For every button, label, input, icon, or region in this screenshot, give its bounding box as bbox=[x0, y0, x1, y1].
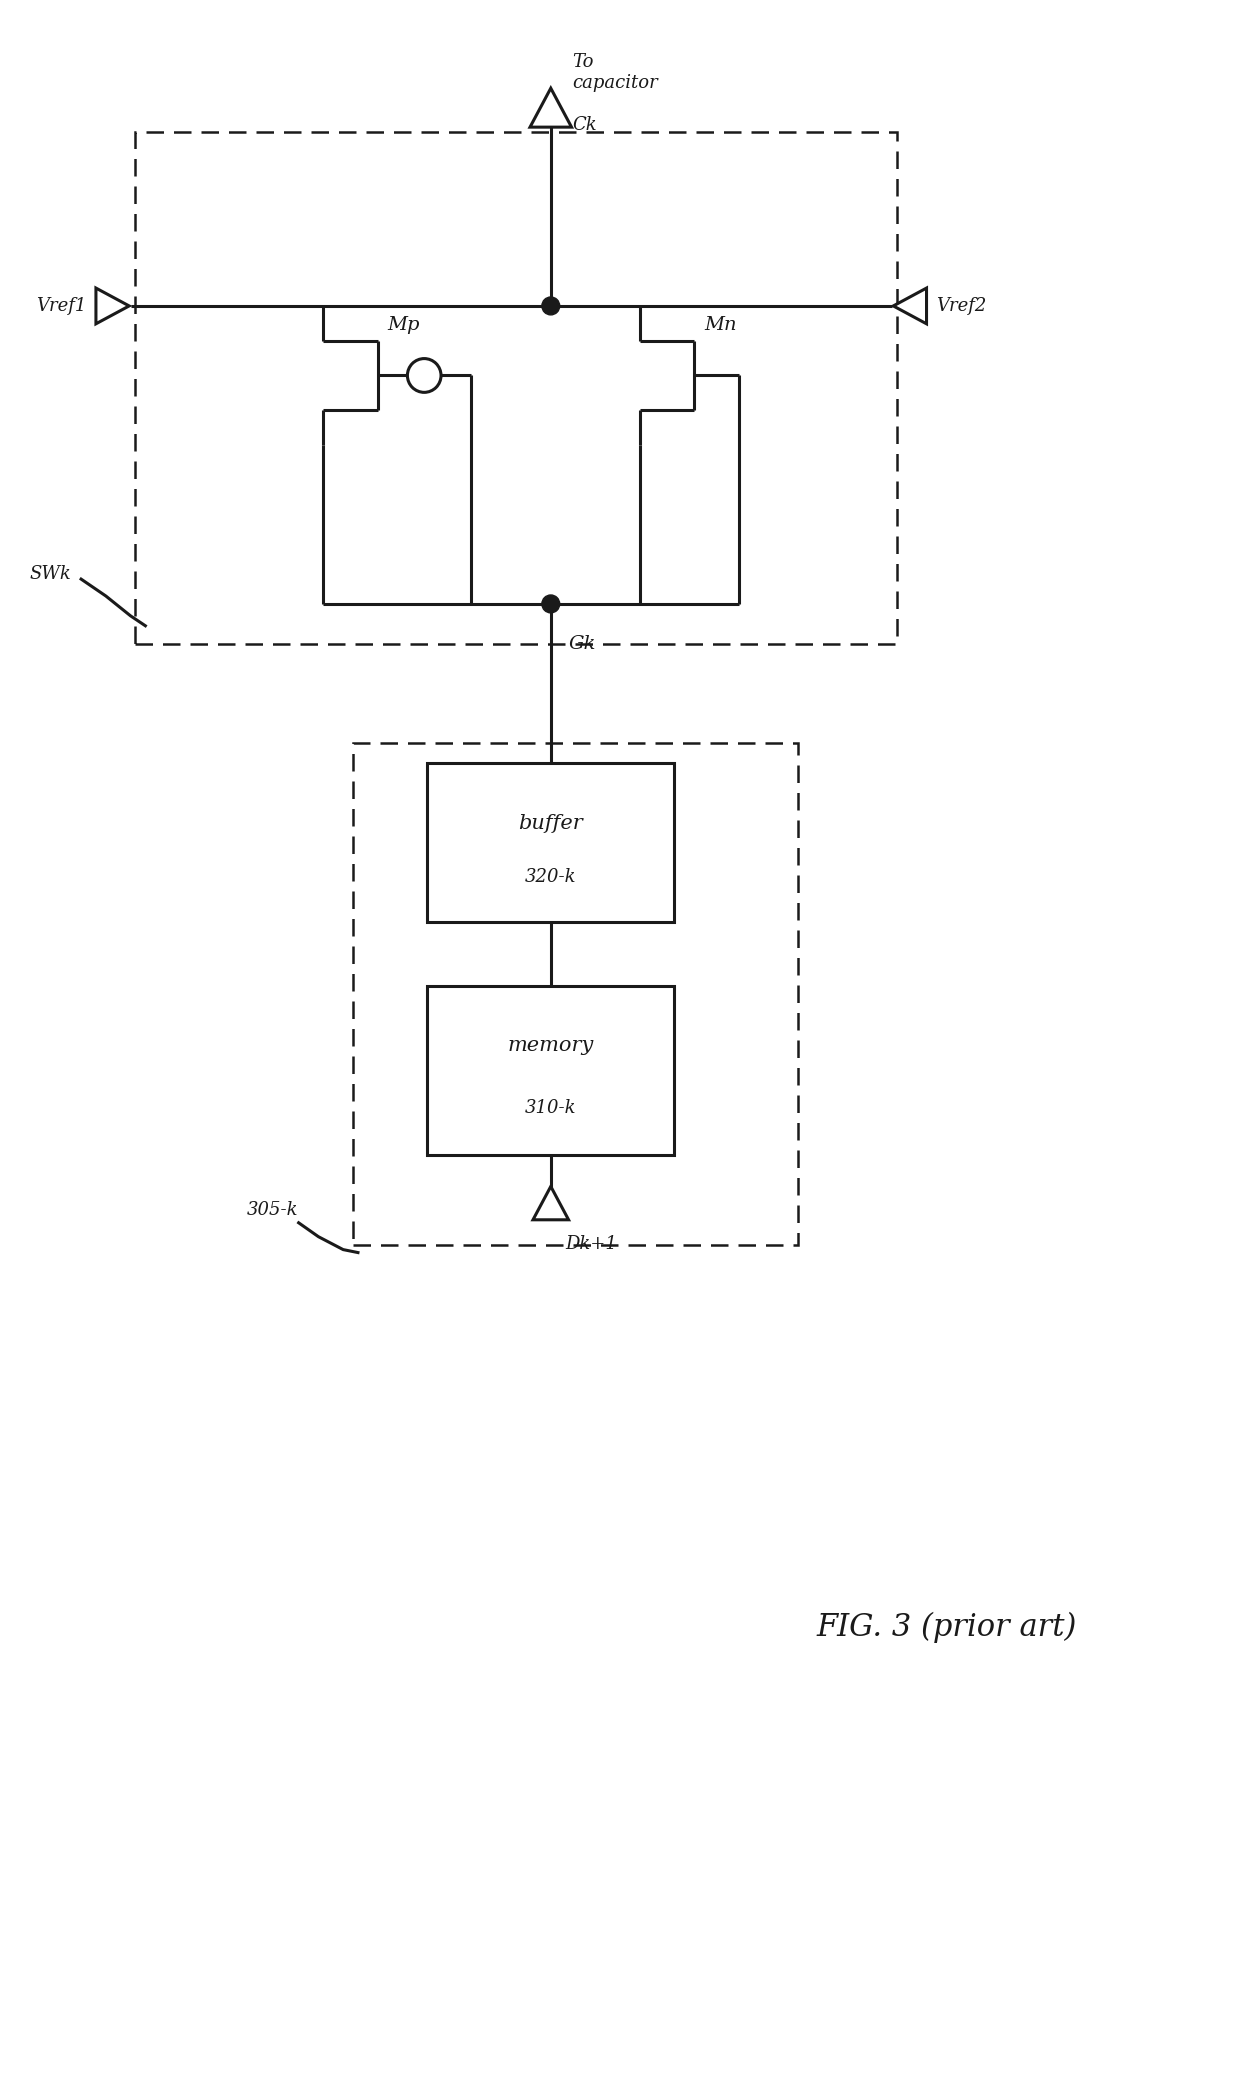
Circle shape bbox=[542, 595, 559, 614]
Text: buffer: buffer bbox=[518, 814, 583, 832]
Circle shape bbox=[408, 358, 441, 393]
Bar bbox=[135, 131, 897, 643]
Polygon shape bbox=[95, 287, 129, 325]
Text: 320-k: 320-k bbox=[525, 868, 577, 887]
Text: Vref1: Vref1 bbox=[36, 298, 86, 314]
Text: Ck: Ck bbox=[573, 117, 598, 133]
Polygon shape bbox=[529, 87, 572, 127]
Text: 305-k: 305-k bbox=[247, 1201, 299, 1219]
Text: Dk+1: Dk+1 bbox=[565, 1234, 618, 1253]
Text: Gk: Gk bbox=[569, 635, 596, 653]
Polygon shape bbox=[893, 287, 926, 325]
Text: FIG. 3 (prior art): FIG. 3 (prior art) bbox=[816, 1611, 1076, 1642]
Text: 310-k: 310-k bbox=[525, 1099, 577, 1117]
Polygon shape bbox=[533, 1186, 569, 1219]
Bar bbox=[428, 986, 675, 1155]
Text: To
capacitor: To capacitor bbox=[573, 54, 658, 92]
Circle shape bbox=[542, 298, 559, 314]
Text: memory: memory bbox=[507, 1036, 594, 1055]
Text: Vref2: Vref2 bbox=[936, 298, 987, 314]
Text: SWk: SWk bbox=[30, 566, 71, 583]
Bar bbox=[353, 743, 799, 1244]
Bar bbox=[428, 764, 675, 922]
Text: Mn: Mn bbox=[704, 316, 737, 333]
Text: Mp: Mp bbox=[388, 316, 420, 333]
